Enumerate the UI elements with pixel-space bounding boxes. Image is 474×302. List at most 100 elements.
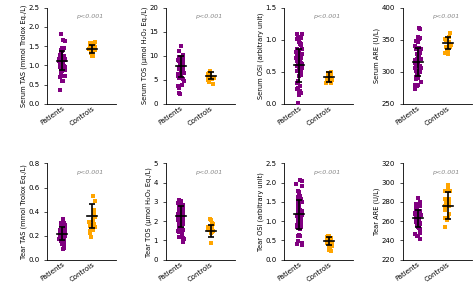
Point xyxy=(208,230,215,234)
Point xyxy=(176,215,183,220)
Point xyxy=(447,44,454,49)
Point xyxy=(413,208,420,213)
Point xyxy=(86,224,93,229)
Point xyxy=(90,227,97,232)
Point xyxy=(296,194,304,199)
Point xyxy=(445,34,453,39)
Point xyxy=(441,216,449,220)
Point xyxy=(178,63,185,68)
Point xyxy=(60,53,68,58)
Point xyxy=(175,59,182,64)
Point xyxy=(412,76,420,81)
Point xyxy=(175,223,182,228)
Point xyxy=(90,47,97,52)
Point xyxy=(295,212,303,217)
Point xyxy=(415,46,422,51)
Point xyxy=(293,242,301,246)
Point xyxy=(57,49,64,54)
Point xyxy=(62,224,69,229)
Point xyxy=(298,212,306,217)
Point xyxy=(414,53,422,58)
Point xyxy=(59,226,67,231)
Point xyxy=(295,74,302,79)
Point xyxy=(177,70,185,75)
Point xyxy=(209,228,216,233)
Point xyxy=(180,76,187,81)
Point xyxy=(412,213,419,217)
Point xyxy=(178,199,185,204)
Point xyxy=(88,46,96,51)
Point xyxy=(414,213,422,217)
Point xyxy=(441,188,449,193)
Point xyxy=(58,228,66,233)
Point xyxy=(204,75,212,80)
Point xyxy=(296,227,303,232)
Point xyxy=(58,59,65,64)
Point xyxy=(412,47,419,51)
Point xyxy=(175,202,182,207)
Point xyxy=(179,209,186,214)
Point xyxy=(295,216,302,220)
Point xyxy=(297,65,305,70)
Point xyxy=(208,227,216,232)
Point xyxy=(174,74,182,79)
Point xyxy=(293,50,301,55)
Point xyxy=(294,58,301,63)
Point xyxy=(442,50,449,55)
Point xyxy=(175,218,183,223)
Point xyxy=(298,208,305,213)
Text: p<0.001: p<0.001 xyxy=(432,14,459,19)
Point xyxy=(174,216,182,221)
Point xyxy=(413,76,421,81)
Point xyxy=(90,213,98,218)
Point xyxy=(297,68,305,73)
Point xyxy=(204,227,211,232)
Point xyxy=(414,58,421,63)
Point xyxy=(176,226,184,231)
Point xyxy=(60,243,68,248)
Point xyxy=(411,66,419,70)
Point xyxy=(59,79,67,84)
Point xyxy=(175,225,182,230)
Point xyxy=(297,224,305,229)
Point xyxy=(297,36,304,40)
Point xyxy=(294,79,302,84)
Point xyxy=(180,56,187,61)
Point xyxy=(177,56,184,61)
Point xyxy=(326,74,333,79)
Point xyxy=(175,75,182,79)
Point xyxy=(177,68,184,72)
Point xyxy=(328,243,336,248)
Point xyxy=(295,190,303,195)
Point xyxy=(60,235,67,240)
Point xyxy=(296,88,304,93)
Point xyxy=(297,218,305,223)
Point xyxy=(209,228,217,233)
Point xyxy=(417,46,424,51)
Point xyxy=(205,78,213,83)
Point xyxy=(415,56,422,61)
Point xyxy=(179,240,186,245)
Point xyxy=(62,232,69,237)
Point xyxy=(58,221,65,226)
Point xyxy=(59,226,67,230)
Point xyxy=(174,229,182,233)
Point xyxy=(180,216,187,221)
Point xyxy=(205,227,212,232)
Point xyxy=(59,53,67,58)
Point xyxy=(324,234,332,239)
Text: p<0.001: p<0.001 xyxy=(313,14,340,19)
Point xyxy=(416,69,424,73)
Point xyxy=(178,211,185,216)
Point xyxy=(55,56,63,61)
Point xyxy=(178,202,186,207)
Point xyxy=(91,222,98,227)
Point xyxy=(414,83,421,88)
Point xyxy=(415,208,422,213)
Point xyxy=(415,55,422,59)
Point xyxy=(208,226,215,231)
Point xyxy=(295,224,302,229)
Point xyxy=(298,62,306,66)
Point xyxy=(175,85,182,90)
Point xyxy=(324,239,331,244)
